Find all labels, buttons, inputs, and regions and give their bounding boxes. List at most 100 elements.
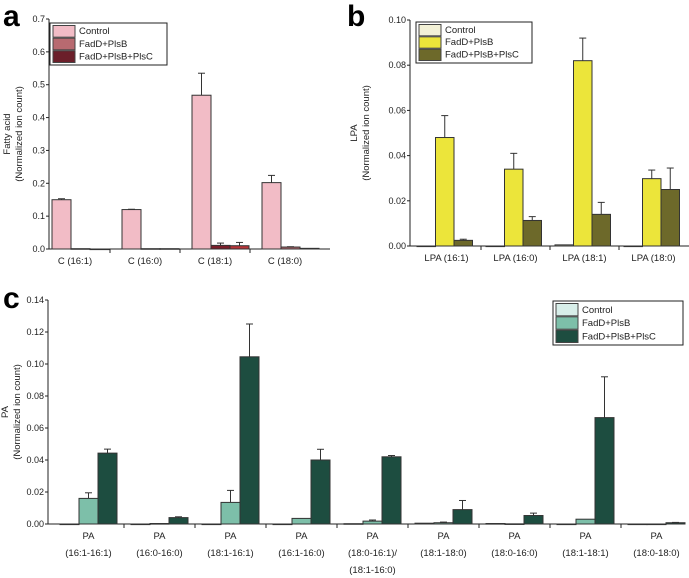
y-tick-label: 0.7 xyxy=(32,14,45,24)
x-tick-label-line: PA xyxy=(580,531,593,542)
y-axis-title: LPA(Normalized ion count) xyxy=(349,85,372,181)
bar-fadd-plsb-plsc xyxy=(594,417,615,525)
panel-label: a xyxy=(3,0,20,33)
x-tick-label: PA (18:0-18:0) xyxy=(633,531,679,559)
panel-c: c0.000.020.040.060.080.100.120.14PA(Norm… xyxy=(0,282,686,576)
y-tick-label: 0.00 xyxy=(26,519,44,529)
legend: Control FadD+PlsB FadD+PlsB+PlsC xyxy=(552,300,684,346)
legend-label: Control xyxy=(79,26,110,37)
y-tick-label: 0.10 xyxy=(388,15,406,25)
y-tick-label: 0.2 xyxy=(32,178,45,188)
bar-fadd-plsb xyxy=(433,522,454,525)
bar-fadd-plsb-plsc xyxy=(665,522,686,525)
y-axis-title-line: (Normalized ion count) xyxy=(12,364,23,460)
y-tick-label: 0.08 xyxy=(388,60,406,70)
y-tick-label: 0.04 xyxy=(388,151,406,161)
bar-fadd-plsb xyxy=(78,497,99,525)
bar-fadd-plsb-plsc xyxy=(239,356,260,525)
legend-label: FadD+PlsB+PlsC xyxy=(582,332,656,343)
bar-fadd-plsb-plsc xyxy=(299,247,320,250)
y-tick-label: 0.3 xyxy=(32,145,45,155)
y-tick-label: 0.00 xyxy=(388,241,406,251)
x-tick-label: LPA (18:0) xyxy=(631,253,675,264)
bar-fadd-plsb-plsc xyxy=(523,515,544,525)
bar-control xyxy=(51,199,72,250)
x-tick-label: PA (16:0-16:0) xyxy=(136,531,182,559)
legend-label: FadD+PlsB xyxy=(445,37,493,48)
x-tick-label-line: C (18:1) xyxy=(198,256,232,267)
x-tick-label-line: PA xyxy=(651,531,664,542)
bar-control xyxy=(627,523,648,526)
legend-swatch xyxy=(555,316,579,330)
bar-fadd-plsb-plsc xyxy=(168,517,189,525)
y-tick-label: 0.12 xyxy=(26,327,44,337)
bar-fadd-plsb xyxy=(573,60,593,247)
bar-fadd-plsb xyxy=(70,248,91,250)
bar-fadd-plsb-plsc xyxy=(522,219,542,247)
y-tick-label: 0.14 xyxy=(26,295,44,305)
x-tick-label-line: LPA (16:1) xyxy=(424,253,468,264)
bar-fadd-plsb xyxy=(149,523,170,525)
bar-fadd-plsb xyxy=(291,517,312,525)
legend-swatch xyxy=(52,37,76,51)
bar-control xyxy=(261,182,282,250)
y-tick-label: 0.0 xyxy=(32,244,45,254)
y-axis-title: Fatty acid(Normalized ion count) xyxy=(2,86,25,182)
x-tick-label: C (18:0) xyxy=(268,256,302,267)
x-tick-label: LPA (16:0) xyxy=(493,253,537,264)
x-tick-label: PA (18:1-16:1) xyxy=(207,531,253,559)
panel-b: b 0.00 0.02 0.04 0.06 0.08 0.10 LPA(Normalized … xyxy=(347,0,689,264)
bar-fadd-plsb xyxy=(504,523,525,525)
legend-swatch xyxy=(418,36,442,49)
x-tick-label-line: PA xyxy=(225,531,238,542)
bar-control xyxy=(485,245,505,248)
bar-control xyxy=(485,523,506,525)
bar-fadd-plsb xyxy=(362,520,383,525)
x-tick-label-line: PA xyxy=(367,531,380,542)
legend-label: FadD+PlsB+PlsC xyxy=(445,50,519,61)
x-tick-label: C (16:0) xyxy=(128,256,162,267)
y-tick-label: 0.02 xyxy=(388,196,406,206)
bar-fadd-plsb-plsc xyxy=(591,213,611,247)
bar-fadd-plsb xyxy=(140,248,161,250)
x-tick-label-line: LPA (18:1) xyxy=(562,253,606,264)
x-tick-label-line: (16:0-16:0) xyxy=(136,548,182,559)
panel-label: b xyxy=(347,0,365,33)
bar-control xyxy=(414,522,435,525)
bar-fadd-plsb-plsc xyxy=(229,245,250,250)
legend-swatch xyxy=(418,24,442,37)
legend-label: Control xyxy=(445,25,476,36)
bar-control xyxy=(554,244,574,247)
x-tick-label-line: LPA (18:0) xyxy=(631,253,675,264)
bar-fadd-plsb-plsc xyxy=(381,456,402,525)
x-tick-label-line: (18:0-16:0) xyxy=(491,548,537,559)
x-tick-label-line: (18:1-16:0) xyxy=(349,565,395,576)
x-tick-label: LPA (16:1) xyxy=(424,253,468,264)
bar-fadd-plsb xyxy=(280,246,301,250)
bar-control xyxy=(556,523,577,526)
legend-label: FadD+PlsB+PlsC xyxy=(79,52,153,63)
bar-fadd-plsb xyxy=(220,501,241,525)
bar-fadd-plsb xyxy=(210,244,231,250)
x-tick-label-line: (18:0-16:1)/ xyxy=(348,548,397,559)
x-tick-label-line: (16:1-16:1) xyxy=(65,548,111,559)
x-tick-label: PA (18:0-16:1)/ (18:1-16:0) xyxy=(348,531,397,576)
x-tick-label: C (16:1) xyxy=(58,256,92,267)
y-axis-title-line: LPA xyxy=(349,124,360,142)
y-axis-title: PA(Normalized ion count) xyxy=(0,364,23,460)
bar-fadd-plsb xyxy=(575,518,596,525)
legend-swatch xyxy=(418,48,442,62)
legend-swatch xyxy=(555,329,579,343)
bar-fadd-plsb-plsc xyxy=(660,189,680,247)
x-tick-label-line: PA xyxy=(296,531,309,542)
y-tick-label: 0.6 xyxy=(32,47,45,57)
x-tick-label: PA (18:1-18:0) xyxy=(420,531,466,559)
y-tick-label: 0.5 xyxy=(32,80,45,90)
y-axis-title-line: (Normalized ion count) xyxy=(361,85,372,181)
x-tick-label-line: (18:0-18:0) xyxy=(633,548,679,559)
y-tick-label: 0.04 xyxy=(26,455,44,465)
y-tick-label: 0.10 xyxy=(26,359,44,369)
panel-label: c xyxy=(3,282,20,315)
bar-control xyxy=(272,523,293,526)
